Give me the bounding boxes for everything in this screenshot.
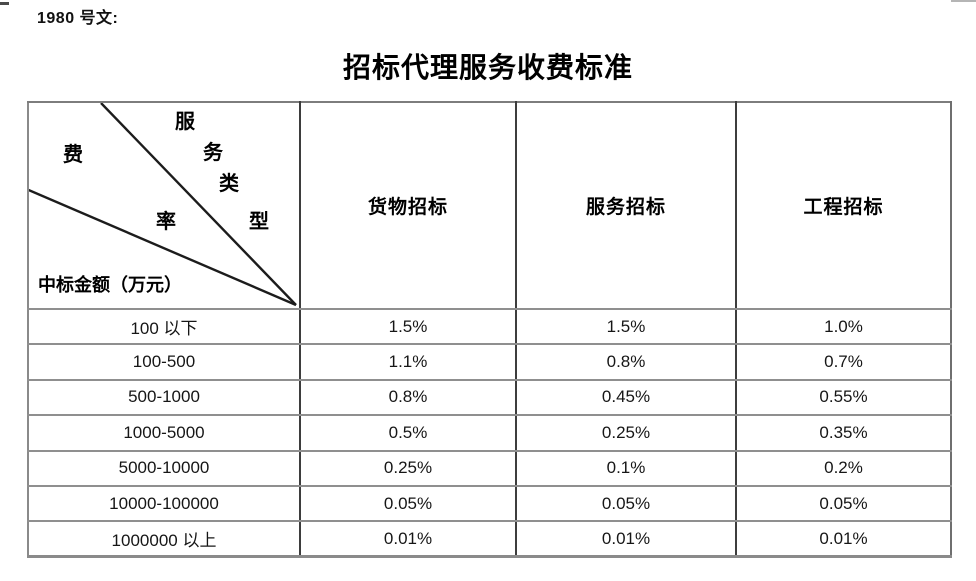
- scan-artifact-top-left: [0, 2, 9, 5]
- table-row: 500-1000 0.8% 0.45% 0.55%: [27, 378, 952, 417]
- fee-rate-char-2: 率: [156, 209, 176, 233]
- amount-range: 1000000 以上: [27, 520, 301, 559]
- rate-service: 0.25%: [515, 414, 737, 452]
- table-row: 100 以下 1.5% 1.5% 1.0%: [27, 307, 952, 346]
- rate-goods: 0.25%: [299, 449, 517, 487]
- service-type-char-3: 类: [219, 171, 239, 195]
- scan-artifact-top-right: [951, 0, 976, 2]
- fee-standard-table: 服 务 类 型 费 率 中标金额（万元） 货物招标 服务招标 工程招标 100 …: [27, 101, 952, 559]
- table-row: 10000-100000 0.05% 0.05% 0.05%: [27, 484, 952, 523]
- rate-goods: 0.8%: [299, 378, 517, 417]
- column-header-engineering: 工程招标: [735, 101, 952, 310]
- rate-service: 0.01%: [515, 520, 737, 559]
- rate-engineering: 1.0%: [735, 307, 952, 346]
- page-title: 招标代理服务收费标准: [342, 51, 633, 84]
- rate-goods: 1.1%: [299, 343, 517, 381]
- rate-engineering: 0.7%: [735, 343, 952, 381]
- rate-goods: 0.01%: [299, 520, 517, 559]
- amount-range: 5000-10000: [27, 449, 301, 487]
- diagonal-header-cell: 服 务 类 型 费 率 中标金额（万元）: [27, 101, 301, 310]
- rate-engineering: 0.05%: [735, 484, 952, 523]
- diagonal-lines: [30, 104, 297, 307]
- amount-range: 500-1000: [27, 378, 301, 417]
- rate-engineering: 0.55%: [735, 378, 952, 417]
- rate-engineering: 0.01%: [735, 520, 952, 559]
- amount-range: 1000-5000: [27, 414, 301, 452]
- table-row: 1000000 以上 0.01% 0.01% 0.01%: [27, 520, 952, 559]
- column-header-service: 服务招标: [515, 101, 737, 310]
- document-ref-label: 1980 号文:: [37, 10, 119, 27]
- rate-goods: 0.5%: [299, 414, 517, 452]
- column-header-goods: 货物招标: [299, 101, 517, 310]
- rate-service: 1.5%: [515, 307, 737, 346]
- rate-service: 0.05%: [515, 484, 737, 523]
- table-header-row: 服 务 类 型 费 率 中标金额（万元） 货物招标 服务招标 工程招标: [27, 101, 952, 310]
- rate-goods: 1.5%: [299, 307, 517, 346]
- rate-engineering: 0.2%: [735, 449, 952, 487]
- service-type-char-4: 型: [249, 209, 269, 233]
- amount-range: 100 以下: [27, 307, 301, 346]
- service-type-char-2: 务: [203, 140, 223, 164]
- rate-engineering: 0.35%: [735, 414, 952, 452]
- rate-service: 0.45%: [515, 378, 737, 417]
- table-row: 100-500 1.1% 0.8% 0.7%: [27, 343, 952, 381]
- table-row: 5000-10000 0.25% 0.1% 0.2%: [27, 449, 952, 487]
- amount-range: 10000-100000: [27, 484, 301, 523]
- rate-service: 0.8%: [515, 343, 737, 381]
- rate-service: 0.1%: [515, 449, 737, 487]
- service-type-char-1: 服: [175, 109, 195, 133]
- rate-goods: 0.05%: [299, 484, 517, 523]
- fee-rate-char-1: 费: [63, 142, 83, 166]
- table-row: 1000-5000 0.5% 0.25% 0.35%: [27, 414, 952, 452]
- amount-range: 100-500: [27, 343, 301, 381]
- amount-axis-label: 中标金额（万元）: [38, 275, 182, 296]
- diagonal-header-content: 服 务 类 型 费 率 中标金额（万元）: [30, 104, 298, 307]
